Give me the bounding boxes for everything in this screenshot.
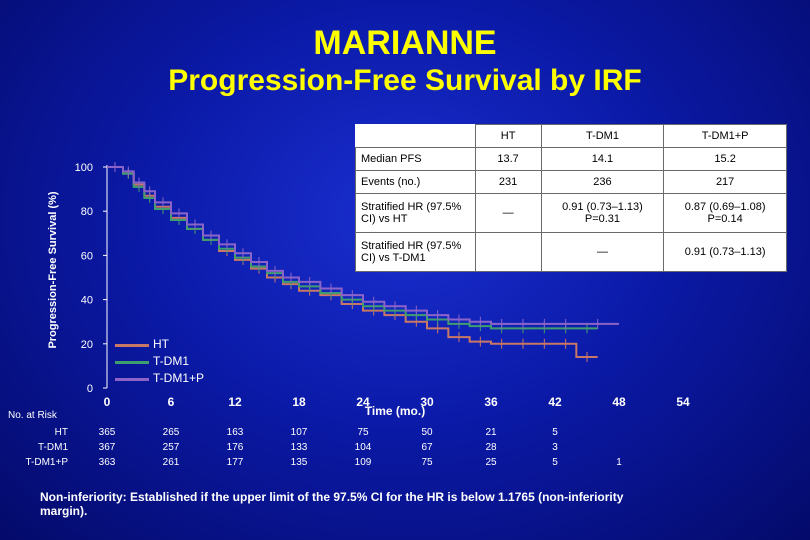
summary-col-ht: HT bbox=[474, 124, 542, 148]
x-tick-label: 36 bbox=[484, 395, 498, 409]
summary-cell: 217 bbox=[663, 169, 787, 194]
risk-row-label-tdm1p: T-DM1+P bbox=[25, 457, 68, 468]
x-tick-label: 18 bbox=[292, 395, 306, 409]
risk-count: 265 bbox=[162, 427, 180, 438]
risk-count: 5 bbox=[552, 457, 558, 468]
y-tick-label: 80 bbox=[81, 206, 93, 218]
summary-cell: — bbox=[540, 231, 665, 273]
risk-count: 261 bbox=[162, 457, 180, 468]
legend-label-tdm1p: T-DM1+P bbox=[153, 371, 205, 385]
y-tick-label: 40 bbox=[81, 295, 93, 307]
y-tick-label: 20 bbox=[81, 339, 93, 351]
summary-row-label: Median PFS bbox=[355, 147, 476, 171]
summary-row-label: Events (no.) bbox=[355, 169, 476, 194]
risk-row-label-tdm1: T-DM1 bbox=[38, 442, 68, 453]
risk-count: 109 bbox=[354, 457, 372, 468]
legend-label-tdm1: T-DM1 bbox=[153, 354, 189, 368]
footnote: Non-inferiority: Established if the uppe… bbox=[40, 490, 624, 518]
y-tick-label: 60 bbox=[81, 250, 93, 262]
legend-label-ht: HT bbox=[153, 337, 169, 351]
risk-count: 28 bbox=[485, 442, 497, 453]
risk-count: 67 bbox=[421, 442, 433, 453]
x-tick-label: 54 bbox=[676, 395, 690, 409]
risk-count: 177 bbox=[226, 457, 244, 468]
x-tick-label: 42 bbox=[548, 395, 562, 409]
risk-count: 50 bbox=[421, 427, 433, 438]
x-tick-label: 12 bbox=[228, 395, 242, 409]
risk-count: 176 bbox=[226, 442, 244, 453]
y-axis-label: Progression-Free Survival (%) bbox=[47, 191, 59, 348]
x-tick-label: 24 bbox=[356, 395, 370, 409]
summary-col-tdm1p: T-DM1+P bbox=[663, 124, 787, 148]
x-tick-label: 30 bbox=[420, 395, 434, 409]
summary-cell: 13.7 bbox=[474, 147, 542, 171]
y-tick-label: 0 bbox=[87, 383, 93, 395]
legend-line-tdm1 bbox=[115, 361, 149, 364]
summary-col-tdm1: T-DM1 bbox=[540, 124, 665, 148]
y-tick-label: 100 bbox=[75, 162, 93, 174]
risk-count: 104 bbox=[354, 442, 372, 453]
summary-table-corner bbox=[355, 124, 476, 148]
summary-cell: 14.1 bbox=[540, 147, 665, 171]
x-axis-label: Time (mo.) bbox=[365, 404, 425, 418]
x-tick-label: 6 bbox=[168, 395, 175, 409]
summary-cell: 0.87 (0.69–1.08) P=0.14 bbox=[663, 192, 787, 233]
slide-title: MARIANNE bbox=[313, 24, 497, 62]
summary-cell: 231 bbox=[474, 169, 542, 194]
x-tick-label: 48 bbox=[612, 395, 626, 409]
summary-cell bbox=[474, 231, 542, 273]
summary-cell: 0.91 (0.73–1.13) P=0.31 bbox=[540, 192, 665, 233]
risk-count: 21 bbox=[485, 427, 497, 438]
risk-count: 363 bbox=[98, 457, 116, 468]
risk-count: 107 bbox=[290, 427, 308, 438]
summary-row-label: Stratified HR (97.5% CI) vs HT bbox=[355, 192, 476, 233]
summary-cell: 15.2 bbox=[663, 147, 787, 171]
risk-count: 163 bbox=[226, 427, 244, 438]
risk-count: 367 bbox=[98, 442, 116, 453]
risk-count: 133 bbox=[290, 442, 308, 453]
risk-count: 365 bbox=[98, 427, 116, 438]
risk-count: 25 bbox=[485, 457, 497, 468]
legend-line-tdm1p bbox=[115, 378, 149, 381]
summary-table: HT T-DM1 T-DM1+P Median PFS 13.7 14.1 15… bbox=[355, 124, 787, 273]
summary-cell: 0.91 (0.73–1.13) bbox=[663, 231, 787, 273]
summary-row-label: Stratified HR (97.5% CI) vs T-DM1 bbox=[355, 231, 476, 273]
risk-row-label-ht: HT bbox=[54, 427, 68, 438]
x-tick-label: 0 bbox=[104, 395, 111, 409]
legend-line-ht bbox=[115, 344, 149, 347]
risk-count: 75 bbox=[421, 457, 433, 468]
risk-count: 135 bbox=[290, 457, 308, 468]
risk-count: 5 bbox=[552, 427, 558, 438]
risk-table-title: No. at Risk bbox=[8, 410, 57, 421]
risk-count: 75 bbox=[357, 427, 369, 438]
summary-cell: 236 bbox=[540, 169, 665, 194]
summary-cell: — bbox=[474, 192, 542, 233]
risk-count: 1 bbox=[616, 457, 622, 468]
risk-count: 3 bbox=[552, 442, 558, 453]
risk-count: 257 bbox=[162, 442, 180, 453]
slide-subtitle: Progression-Free Survival by IRF bbox=[168, 64, 642, 97]
